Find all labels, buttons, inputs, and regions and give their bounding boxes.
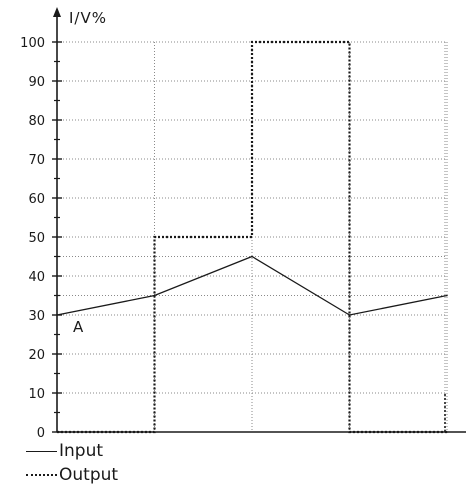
data-point-output xyxy=(446,431,448,433)
y-tick-label: 40 xyxy=(28,270,45,285)
data-point-output xyxy=(348,431,351,433)
legend-input-swatch xyxy=(26,450,57,452)
legend-input-label: Input xyxy=(59,441,104,461)
y-tick-label: 10 xyxy=(28,387,45,402)
legend-output-swatch xyxy=(26,474,57,476)
y-tick-label: 60 xyxy=(28,192,45,207)
y-tick-label: 50 xyxy=(28,231,45,246)
data-point-output xyxy=(153,236,156,238)
y-tick-label: 30 xyxy=(28,309,45,324)
y-axis-title: I/V% xyxy=(69,9,107,27)
chart: 0 10 20 30 40 50 60 70 80 90 100 I/V% A xyxy=(20,7,466,441)
y-tick-label: 90 xyxy=(28,75,45,90)
annotation-a: A xyxy=(73,318,84,336)
data-point-input xyxy=(251,255,253,258)
y-tick-label: 0 xyxy=(37,426,45,441)
data-point-output xyxy=(251,41,253,43)
legend-input: Input xyxy=(26,441,103,461)
y-tick-label: 70 xyxy=(28,153,45,168)
data-point-input xyxy=(56,314,58,316)
legend-output-label: Output xyxy=(59,465,119,485)
data-point-output xyxy=(56,431,58,433)
series xyxy=(56,40,448,434)
data-point-input xyxy=(348,314,351,316)
y-tick-label: 20 xyxy=(28,348,45,363)
labels: 0 10 20 30 40 50 60 70 80 90 100 I/V% A xyxy=(20,9,107,441)
data-point-input xyxy=(446,294,448,297)
y-axis-arrow xyxy=(53,7,61,17)
legend-output: Output xyxy=(26,465,118,485)
series-line-output xyxy=(57,40,447,434)
y-tick-label: 80 xyxy=(28,114,45,129)
axes xyxy=(52,7,466,433)
y-tick-label: 100 xyxy=(20,36,45,51)
